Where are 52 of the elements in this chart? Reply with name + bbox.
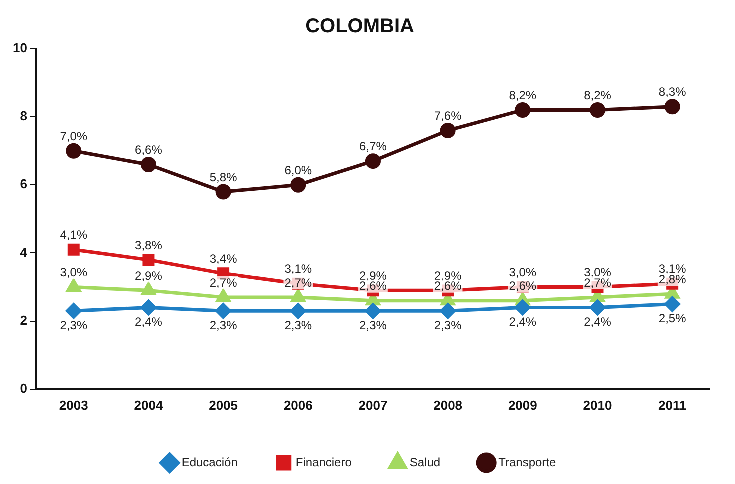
- data-label: 3,0%: [509, 266, 537, 280]
- x-tick-label: 2008: [434, 398, 463, 413]
- data-label: 2,9%: [135, 268, 163, 283]
- data-label: 3,0%: [60, 266, 88, 280]
- data-label: 8,2%: [509, 88, 537, 103]
- y-tick-label: 6: [20, 176, 28, 192]
- y-tick-label: 2: [20, 312, 28, 328]
- x-tick-label: 2007: [358, 398, 388, 413]
- legend-label: Educación: [182, 455, 238, 470]
- y-tick-label: 0: [20, 380, 28, 396]
- legend-label: Transporte: [498, 455, 556, 470]
- x-tick-label: 2009: [508, 398, 538, 413]
- x-tick-label: 2010: [583, 398, 612, 413]
- data-label: 7,6%: [434, 109, 462, 124]
- x-tick-label: 2005: [209, 398, 238, 413]
- data-label: 2,4%: [135, 315, 163, 330]
- data-label: 6,7%: [360, 140, 388, 154]
- data-label: 8,2%: [584, 88, 612, 103]
- data-label: 5,8%: [210, 170, 238, 184]
- y-tick-label: 8: [20, 108, 28, 124]
- x-tick-label: 2004: [134, 398, 164, 413]
- legend-label: Salud: [410, 455, 441, 470]
- legend-label: Financiero: [296, 455, 352, 470]
- data-label: 8,3%: [658, 85, 687, 100]
- data-label: 2,4%: [509, 315, 537, 330]
- data-label: 3,1%: [284, 262, 312, 276]
- data-label: 6,6%: [135, 143, 163, 158]
- data-label: 2,3%: [60, 318, 88, 332]
- data-label: 3,8%: [135, 238, 163, 252]
- x-tick-label: 2003: [59, 398, 88, 413]
- chart-title: COLOMBIA: [306, 16, 414, 38]
- data-label: 2,6%: [434, 279, 462, 294]
- data-label: 2,6%: [360, 279, 388, 294]
- y-tick-label: 10: [12, 40, 28, 56]
- x-tick-label: 2011: [658, 398, 687, 413]
- data-label: 3,4%: [210, 252, 238, 266]
- data-label: 2,4%: [584, 315, 612, 330]
- data-label: 2,8%: [658, 272, 687, 286]
- x-tick-label: 2006: [284, 398, 313, 413]
- data-label: 2,3%: [284, 318, 312, 332]
- data-label: 2,7%: [210, 276, 238, 290]
- data-label: 6,0%: [284, 163, 312, 178]
- data-label: 7,0%: [60, 129, 88, 144]
- y-tick-label: 4: [20, 244, 28, 260]
- data-label: 2,6%: [509, 279, 537, 294]
- data-label: 2,3%: [434, 318, 462, 332]
- data-label: 2,5%: [658, 312, 687, 326]
- data-label: 2,7%: [584, 276, 612, 290]
- data-label: 4,1%: [60, 228, 88, 242]
- data-label: 2,3%: [210, 318, 238, 332]
- data-label: 2,3%: [360, 318, 388, 332]
- data-label: 2,7%: [284, 276, 312, 290]
